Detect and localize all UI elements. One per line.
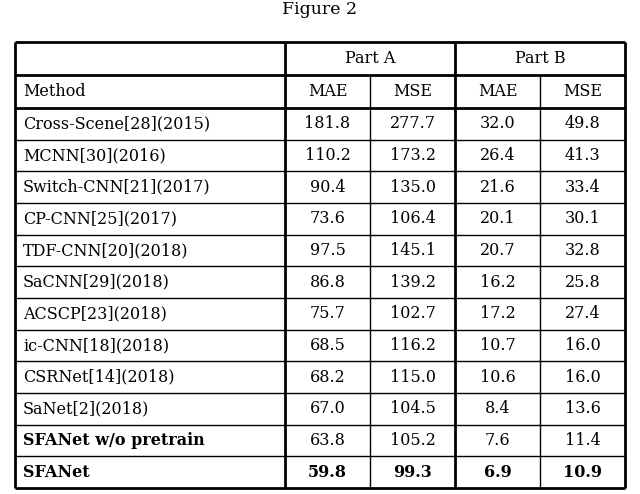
Text: 104.5: 104.5 [390, 400, 435, 417]
Text: 115.0: 115.0 [390, 369, 435, 386]
Text: 181.8: 181.8 [305, 115, 351, 132]
Text: 59.8: 59.8 [308, 464, 347, 481]
Text: MCNN[30](2016): MCNN[30](2016) [23, 147, 166, 164]
Text: 11.4: 11.4 [564, 432, 600, 449]
Text: 16.0: 16.0 [564, 337, 600, 354]
Text: 105.2: 105.2 [390, 432, 435, 449]
Text: 20.7: 20.7 [480, 242, 515, 259]
Text: Method: Method [23, 83, 86, 100]
Text: SFANet w/o pretrain: SFANet w/o pretrain [23, 432, 205, 449]
Text: 145.1: 145.1 [390, 242, 435, 259]
Text: TDF-CNN[20](2018): TDF-CNN[20](2018) [23, 242, 189, 259]
Text: 20.1: 20.1 [480, 210, 515, 227]
Text: 27.4: 27.4 [564, 305, 600, 322]
Text: 102.7: 102.7 [390, 305, 435, 322]
Text: 90.4: 90.4 [310, 179, 346, 196]
Text: 135.0: 135.0 [390, 179, 435, 196]
Text: 99.3: 99.3 [393, 464, 432, 481]
Text: 33.4: 33.4 [564, 179, 600, 196]
Text: 6.9: 6.9 [484, 464, 511, 481]
Text: ACSCP[23](2018): ACSCP[23](2018) [23, 305, 167, 322]
Text: 7.6: 7.6 [484, 432, 510, 449]
Text: MSE: MSE [393, 83, 432, 100]
Text: 16.0: 16.0 [564, 369, 600, 386]
Text: 41.3: 41.3 [564, 147, 600, 164]
Text: 173.2: 173.2 [390, 147, 435, 164]
Text: 30.1: 30.1 [564, 210, 600, 227]
Text: 17.2: 17.2 [479, 305, 515, 322]
Text: 97.5: 97.5 [310, 242, 346, 259]
Text: 25.8: 25.8 [564, 274, 600, 290]
Text: 13.6: 13.6 [564, 400, 600, 417]
Text: 32.8: 32.8 [564, 242, 600, 259]
Text: 67.0: 67.0 [310, 400, 346, 417]
Text: Cross-Scene[28](2015): Cross-Scene[28](2015) [23, 115, 210, 132]
Text: 8.4: 8.4 [484, 400, 510, 417]
Text: Switch-CNN[21](2017): Switch-CNN[21](2017) [23, 179, 211, 196]
Text: 86.8: 86.8 [310, 274, 346, 290]
Text: 75.7: 75.7 [310, 305, 346, 322]
Text: 116.2: 116.2 [390, 337, 435, 354]
Text: 68.5: 68.5 [310, 337, 346, 354]
Text: 26.4: 26.4 [480, 147, 515, 164]
Text: ic-CNN[18](2018): ic-CNN[18](2018) [23, 337, 169, 354]
Text: 277.7: 277.7 [390, 115, 435, 132]
Text: 10.9: 10.9 [563, 464, 602, 481]
Text: SaNet[2](2018): SaNet[2](2018) [23, 400, 149, 417]
Text: CP-CNN[25](2017): CP-CNN[25](2017) [23, 210, 177, 227]
Text: Part A: Part A [345, 50, 395, 67]
Text: 49.8: 49.8 [564, 115, 600, 132]
Text: 16.2: 16.2 [479, 274, 515, 290]
Text: SaCNN[29](2018): SaCNN[29](2018) [23, 274, 170, 290]
Text: 32.0: 32.0 [480, 115, 515, 132]
Text: 73.6: 73.6 [310, 210, 346, 227]
Text: 110.2: 110.2 [305, 147, 351, 164]
Text: MSE: MSE [563, 83, 602, 100]
Text: 10.7: 10.7 [479, 337, 515, 354]
Text: Part B: Part B [515, 50, 565, 67]
Text: 10.6: 10.6 [479, 369, 515, 386]
Text: Figure 2: Figure 2 [282, 1, 358, 18]
Text: MAE: MAE [477, 83, 517, 100]
Text: MAE: MAE [308, 83, 348, 100]
Text: SFANet: SFANet [23, 464, 90, 481]
Text: 63.8: 63.8 [310, 432, 346, 449]
Text: CSRNet[14](2018): CSRNet[14](2018) [23, 369, 175, 386]
Text: 21.6: 21.6 [479, 179, 515, 196]
Text: 106.4: 106.4 [390, 210, 435, 227]
Text: 139.2: 139.2 [390, 274, 435, 290]
Text: 68.2: 68.2 [310, 369, 346, 386]
